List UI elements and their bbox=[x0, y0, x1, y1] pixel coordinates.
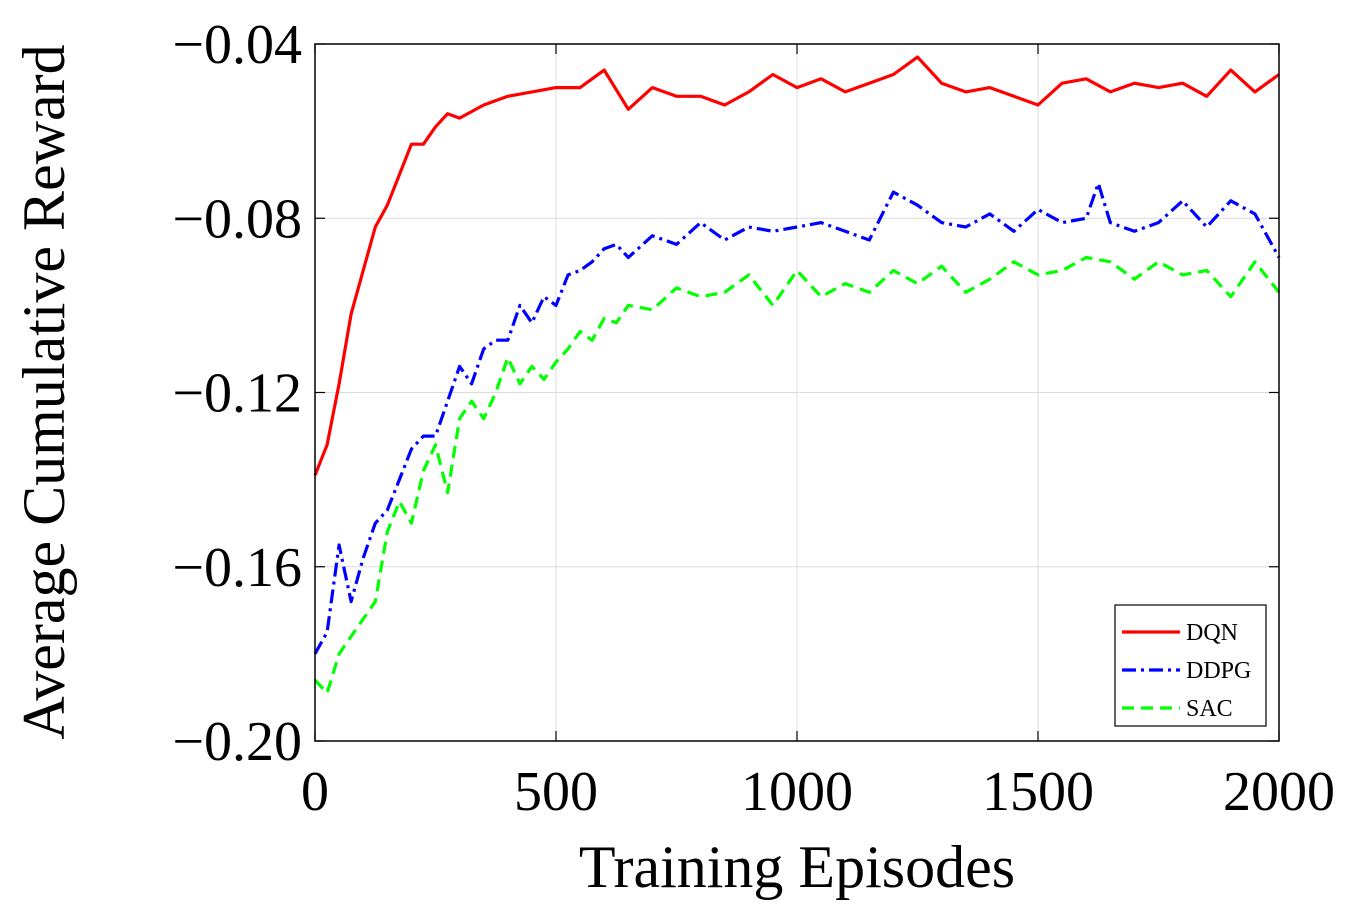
series-line-dqn bbox=[313, 55, 1280, 476]
grid bbox=[315, 44, 1279, 741]
x-axis-title: Training Episodes bbox=[579, 834, 1015, 900]
legend-box bbox=[1114, 604, 1267, 727]
y-tick-label: −0.16 bbox=[172, 537, 302, 599]
x-tick-label: 0 bbox=[301, 761, 329, 823]
legend-label-dqn: DQN bbox=[1186, 620, 1238, 646]
y-tick-label: −0.04 bbox=[172, 14, 302, 76]
y-axis-ticks: −0.20 −0.16 −0.12 −0.08 −0.04 bbox=[172, 14, 1279, 773]
y-tick-label: −0.12 bbox=[172, 363, 302, 425]
y-axis-title: Average Cumulative Reward bbox=[11, 44, 77, 739]
series-line-sac bbox=[313, 255, 1281, 695]
x-tick-label: 2000 bbox=[1223, 761, 1335, 823]
x-axis-ticks: 0 500 1000 1500 2000 bbox=[301, 44, 1335, 823]
x-tick-label: 500 bbox=[514, 761, 598, 823]
series-layer bbox=[313, 55, 1281, 695]
y-tick-label: −0.20 bbox=[172, 711, 302, 773]
series-line-ddpg bbox=[313, 181, 1281, 655]
legend-label-sac: SAC bbox=[1186, 696, 1233, 722]
legend-label-ddpg: DDPG bbox=[1186, 658, 1251, 684]
legend: DQN DDPG SAC bbox=[1114, 604, 1267, 727]
y-tick-label: −0.08 bbox=[172, 188, 302, 250]
x-tick-label: 1000 bbox=[741, 761, 853, 823]
x-tick-label: 1500 bbox=[982, 761, 1094, 823]
